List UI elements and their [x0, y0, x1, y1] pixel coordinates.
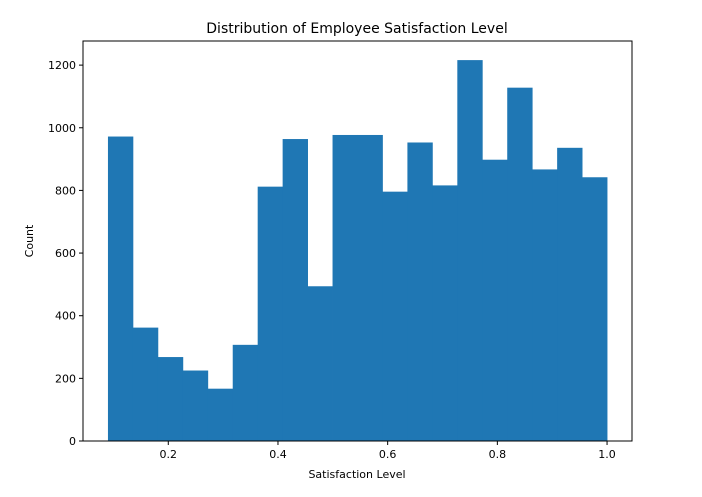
histogram-bar [382, 191, 408, 441]
histogram-bar [107, 136, 134, 441]
plot-frame [82, 40, 633, 442]
histogram-bar [557, 147, 583, 441]
y-tick-label: 1200 [48, 59, 76, 72]
x-tick-label: 0.6 [379, 448, 397, 461]
x-tick-label: 0.2 [160, 448, 178, 461]
x-axis-label: Satisfaction Level [308, 468, 405, 481]
histogram-bar [182, 370, 209, 441]
y-tick-label: 200 [55, 372, 76, 385]
histogram-bar [207, 388, 234, 441]
y-tick-label: 400 [55, 310, 76, 323]
y-tick-label: 0 [69, 435, 76, 448]
histogram-bar [582, 177, 608, 442]
histogram-bar [457, 60, 483, 442]
y-tick-label: 600 [55, 247, 76, 260]
x-axis-ticks: 0.2 0.4 0.6 0.8 1.0 [160, 441, 616, 461]
y-tick-label: 800 [55, 184, 76, 197]
y-axis-label: Count [23, 224, 36, 257]
histogram-bar [132, 327, 159, 441]
histogram-bar [282, 139, 308, 441]
histogram-bars [107, 60, 608, 442]
x-tick-label: 0.4 [269, 448, 287, 461]
histogram-bar [157, 357, 184, 441]
histogram-bar [257, 186, 284, 441]
y-axis-ticks: 0 200 400 600 800 1000 1200 [48, 59, 83, 448]
histogram-bar [532, 169, 558, 441]
x-tick-label: 1.0 [598, 448, 616, 461]
x-tick-label: 0.8 [489, 448, 507, 461]
y-tick-label: 1000 [48, 122, 76, 135]
histogram-bar [357, 134, 383, 441]
chart-title: Distribution of Employee Satisfaction Le… [206, 21, 507, 37]
histogram-bar [432, 185, 458, 441]
histogram-bar [307, 286, 333, 441]
histogram-bar [482, 159, 508, 441]
histogram-bar [507, 87, 533, 442]
histogram-bar [232, 344, 259, 441]
histogram-bar [407, 142, 433, 442]
histogram-bar [332, 134, 358, 441]
